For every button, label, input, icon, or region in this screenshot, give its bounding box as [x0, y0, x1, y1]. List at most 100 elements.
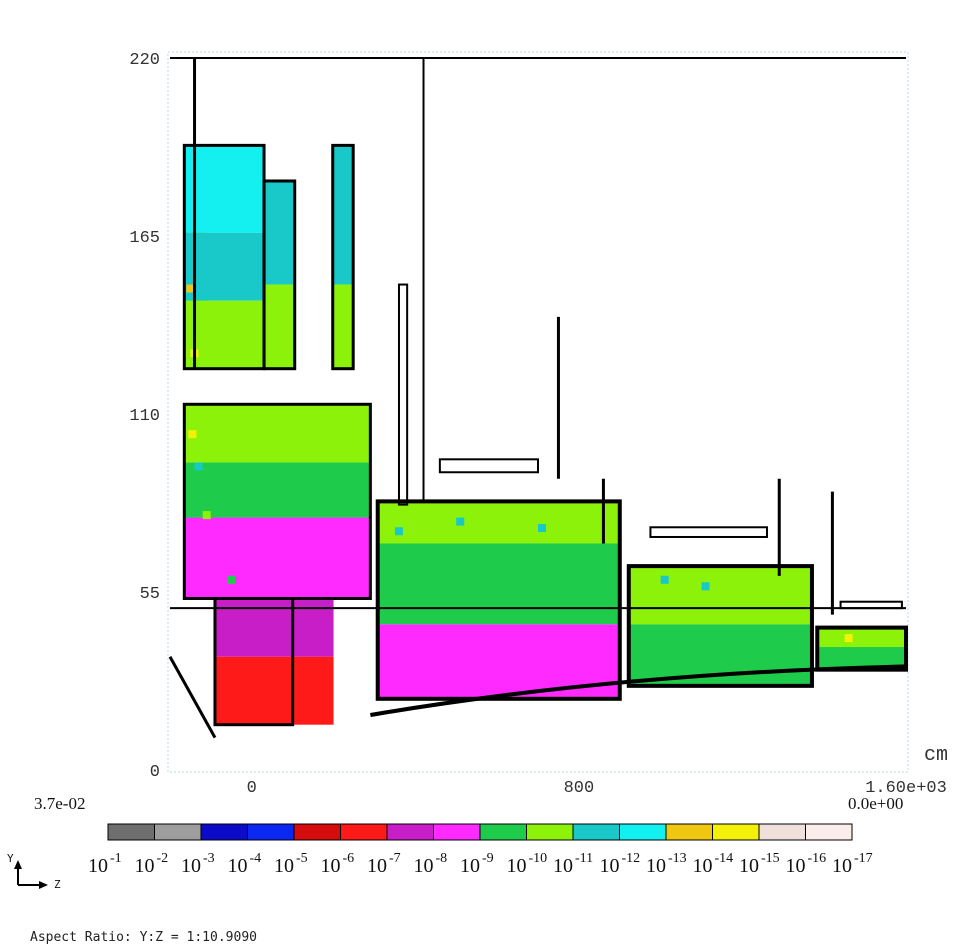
colorbar-tick-base: 10 [646, 855, 666, 877]
speckle-8 [538, 524, 546, 533]
colorbar-swatch [665, 823, 713, 841]
speckle-5 [227, 575, 236, 584]
colorbar-tick-exponent: -10 [529, 851, 548, 866]
colorbar-swatch [293, 823, 341, 841]
colorbar-swatch [433, 823, 481, 841]
x-tick-label: 1.60e+03 [865, 779, 947, 798]
colorbar-tick-base: 10 [460, 855, 480, 877]
speckle-2 [188, 430, 197, 439]
top-plate-1 [438, 458, 539, 474]
upper-block-a-cell-1 [184, 232, 265, 301]
aspect-ratio-text: Aspect Ratio: Y:Z = 1:10.9090 [30, 930, 257, 945]
colorbar-tick-base: 10 [181, 855, 201, 877]
y-tick-label: 165 [129, 229, 160, 248]
y-tick-label: 55 [140, 585, 160, 604]
colorbar-tick-base: 10 [739, 855, 759, 877]
axis-indicator-z: Z [54, 878, 61, 891]
thin-rod-1 [397, 283, 409, 506]
colorbar-swatch [154, 823, 202, 841]
curved-floor [370, 664, 907, 717]
y-tick-label: 110 [129, 407, 160, 426]
diagonal-edge [168, 655, 217, 739]
block-3-cell-1 [817, 647, 906, 670]
speckle-3 [194, 462, 203, 471]
block-1-cell-0 [377, 501, 620, 544]
y-tick-label: 0 [150, 763, 160, 782]
colorbar-tick-base: 10 [321, 855, 341, 877]
upper-block-a-cell-0 [184, 145, 265, 233]
colorbar-tick-base: 10 [228, 855, 248, 877]
upper-block-b-outline [262, 179, 297, 371]
geometry-outlines [168, 57, 909, 739]
colorbar-tick-exponent: -17 [854, 851, 873, 866]
block-3-outline [815, 625, 909, 672]
lower-cone-outline [213, 596, 295, 727]
colorbar-tick-base: 10 [600, 855, 620, 877]
colorbar-tick-base: 10 [135, 855, 155, 877]
colorbar-swatch [619, 823, 667, 841]
colorbar-tick-exponent: -1 [110, 851, 122, 866]
colorbar-tick-exponent: -15 [761, 851, 780, 866]
colorbar-swatch [386, 823, 434, 841]
speckle-4 [202, 511, 211, 520]
speckle-9 [660, 575, 669, 584]
block-1-outline [375, 499, 622, 701]
colorbar-tick-exponent: -11 [575, 851, 593, 866]
top-plate-3 [839, 600, 903, 610]
colorbar-swatch [200, 823, 248, 841]
upper-block-b-cell-1 [264, 284, 295, 369]
speckle-7 [456, 517, 465, 526]
colorbar-tick-exponent: -9 [482, 851, 494, 866]
colorbar-tick-base: 10 [274, 855, 294, 877]
colorbar-tick-base: 10 [832, 855, 852, 877]
mid-block-cell-2 [184, 517, 371, 599]
colorbar-tick-exponent: -6 [343, 851, 355, 866]
colorbar-tick-base: 10 [693, 855, 713, 877]
colorbar-tick-base: 10 [507, 855, 527, 877]
mid-block-cell-1 [184, 462, 371, 518]
y-tick-label: 220 [129, 51, 160, 70]
colorbar [107, 823, 853, 841]
colorbar-tick-base: 10 [786, 855, 806, 877]
colorbar-tick-base: 10 [414, 855, 434, 877]
colorbar-tick-exponent: -2 [157, 851, 169, 866]
plot-border [167, 51, 909, 773]
colorbar-swatch [107, 823, 155, 841]
colorbar-swatch [572, 823, 620, 841]
mid-block-cell-0 [184, 404, 371, 463]
upper-block-a-cell-2 [184, 300, 265, 369]
axis-indicator: Y Z [7, 852, 61, 891]
colorbar-tick-exponent: -13 [668, 851, 687, 866]
colorbar-tick-exponent: -12 [622, 851, 641, 866]
x-tick-label: 800 [564, 779, 595, 798]
colorbar-min-label: 0.0e+00 [848, 794, 903, 813]
colorbar-swatch [247, 823, 295, 841]
colorbar-tick-exponent: -5 [296, 851, 308, 866]
axis-indicator-y: Y [7, 852, 14, 865]
plot-frame [167, 51, 909, 773]
colorbar-swatch [479, 823, 527, 841]
colorbar-tick-base: 10 [367, 855, 387, 877]
speckle-10 [701, 582, 710, 591]
colorbar-tick-exponent: -16 [808, 851, 827, 866]
colorbar-tick-exponent: -4 [250, 851, 262, 866]
speckle-0 [186, 284, 195, 293]
x-tick-label: 0 [247, 779, 257, 798]
colorbar-swatch [526, 823, 574, 841]
colorbar-tick-base: 10 [88, 855, 108, 877]
block-3-cell-0 [817, 627, 906, 648]
colorbar-max-label: 3.7e-02 [34, 794, 85, 813]
colorbar-swatch [758, 823, 806, 841]
colorbar-swatch [805, 823, 853, 841]
colorbar-tick-exponent: -7 [389, 851, 401, 866]
colorbar-tick-exponent: -8 [436, 851, 448, 866]
colorbar-swatch [712, 823, 760, 841]
lower-cone-cell-1 [214, 656, 334, 725]
colorbar-labels: 10 -1 10 -2 10 -3 10 -4 10 -5 10 -6 10 -7 10 -8 10 -9 10 -1… [88, 851, 873, 877]
upper-block-b-cell-0 [264, 180, 295, 285]
upper-rod-cell-0 [332, 145, 354, 285]
colorbar-swatch [340, 823, 388, 841]
block-2-cell-0 [628, 566, 812, 625]
colorbar-tick-base: 10 [553, 855, 573, 877]
